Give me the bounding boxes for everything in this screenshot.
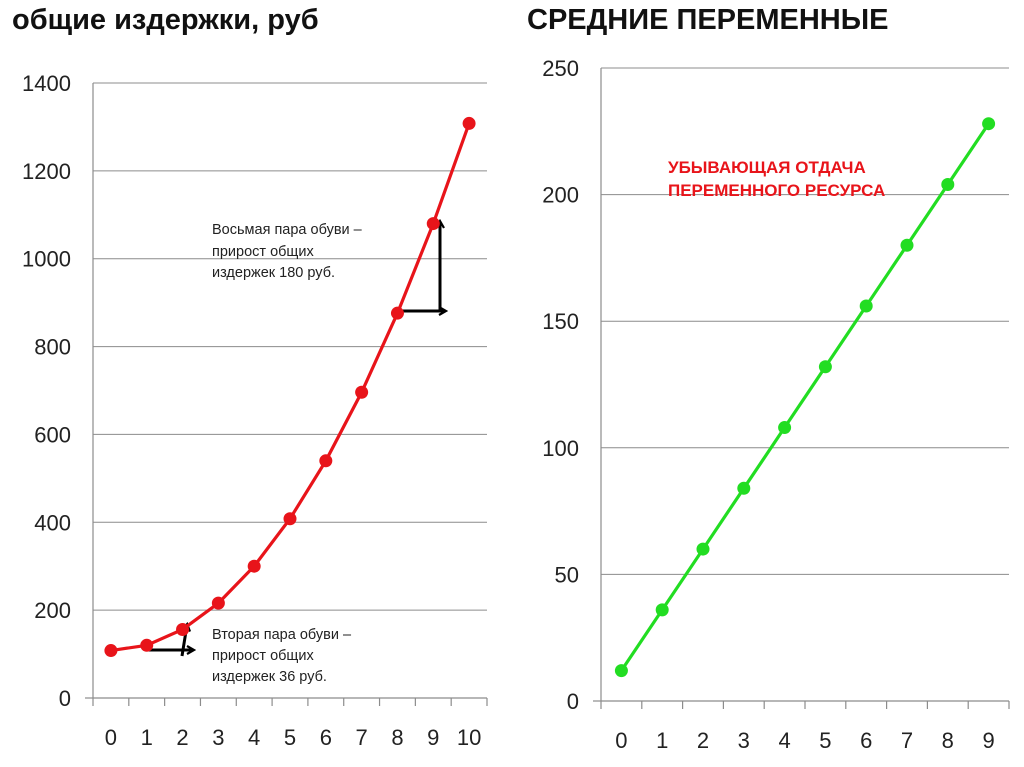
y-tick-label: 200 (542, 183, 579, 208)
x-tick-label: 6 (860, 728, 872, 753)
total-cost-arrows (147, 222, 445, 657)
x-tick-label: 5 (819, 728, 831, 753)
data-point (614, 664, 628, 678)
eighth-pair-annotation-line-1: Восьмая пара обуви – (212, 222, 363, 238)
data-point (462, 116, 476, 130)
x-tick-label: 1 (141, 725, 153, 750)
y-tick-label: 1200 (22, 159, 71, 184)
total-cost-axes (85, 83, 488, 706)
x-tick-label: 4 (778, 728, 790, 753)
data-point (283, 512, 297, 526)
data-point (104, 644, 118, 658)
total-cost-y-ticks: 0 200 400 600 800 1000 1200 1400 (22, 71, 71, 711)
eighth-pair-annotation-line-2: прирост общих (212, 244, 314, 260)
data-point (211, 596, 225, 610)
x-tick-label: 7 (901, 728, 913, 753)
x-tick-label: 0 (615, 728, 627, 753)
x-tick-label: 2 (697, 728, 709, 753)
y-tick-label: 150 (542, 309, 579, 334)
data-point (778, 421, 792, 435)
y-tick-label: 800 (34, 335, 71, 360)
data-point (319, 454, 333, 468)
eighth-pair-annotation-line-3: издержек 180 руб. (212, 265, 335, 281)
x-tick-label: 0 (105, 725, 117, 750)
total-cost-chart: общие издержки, руб 02004006008001000120… (12, 4, 488, 750)
y-tick-label: 250 (542, 56, 579, 81)
eighth-pair-annotation: Восьмая пара обуви – прирост общих издер… (212, 222, 366, 281)
average-variable-y-ticks: 0 50 100 150 200 250 (542, 56, 579, 714)
average-variable-series-points (614, 117, 996, 678)
diminishing-returns-line-1: УБЫВАЮЩАЯ ОТДАЧА (668, 158, 866, 177)
data-point (818, 360, 832, 374)
data-point (696, 542, 710, 556)
x-tick-label: 10 (457, 725, 481, 750)
x-tick-label: 5 (284, 725, 296, 750)
average-variable-x-ticks: 0 1 2 3 4 5 6 7 8 9 (615, 728, 994, 753)
y-tick-label: 50 (555, 562, 579, 587)
second-pair-annotation: Вторая пара обуви – прирост общих издерж… (212, 627, 355, 685)
data-point (655, 603, 669, 617)
y-tick-label: 1000 (22, 247, 71, 272)
x-tick-label: 2 (176, 725, 188, 750)
data-point (982, 117, 996, 131)
y-tick-label: 400 (34, 510, 71, 535)
total-cost-title: общие издержки, руб (12, 4, 319, 36)
data-point (426, 217, 440, 231)
x-tick-label: 6 (320, 725, 332, 750)
data-point (390, 306, 404, 320)
data-point (737, 481, 751, 495)
average-variable-series-line (620, 122, 990, 672)
data-point (941, 177, 955, 191)
x-tick-label: 9 (982, 728, 994, 753)
diminishing-returns-annotation: УБЫВАЮЩАЯ ОТДАЧА ПЕРЕМЕННОГО РЕСУРСА (668, 158, 885, 200)
x-tick-label: 7 (356, 725, 368, 750)
total-cost-x-ticks: 0 1 2 3 4 5 6 7 8 9 10 (105, 725, 482, 750)
average-variable-chart: СРЕДНИЕ ПЕРЕМЕННЫЕ 0 50 100 150 200 250 0 1 2 3 4… (527, 4, 1010, 753)
second-pair-annotation-line-3: издержек 36 руб. (212, 669, 327, 685)
x-tick-label: 3 (212, 725, 224, 750)
total-cost-series-points (104, 116, 476, 658)
data-point (859, 299, 873, 313)
data-point (355, 385, 369, 399)
diminishing-returns-line-2: ПЕРЕМЕННОГО РЕСУРСА (668, 181, 885, 200)
y-tick-label: 200 (34, 598, 71, 623)
x-tick-label: 3 (738, 728, 750, 753)
total-cost-series-line (110, 122, 471, 653)
x-tick-label: 1 (656, 728, 668, 753)
total-cost-gridlines (93, 82, 487, 611)
average-variable-gridlines (601, 67, 1009, 575)
y-tick-label: 0 (59, 686, 71, 711)
y-tick-label: 0 (567, 689, 579, 714)
data-point (140, 638, 154, 652)
second-pair-annotation-line-2: прирост общих (212, 648, 314, 664)
y-tick-label: 1400 (22, 71, 71, 96)
x-tick-label: 8 (391, 725, 403, 750)
average-variable-axes (593, 68, 1010, 709)
second-pair-annotation-line-1: Вторая пара обуви – (212, 627, 352, 643)
average-variable-title: СРЕДНИЕ ПЕРЕМЕННЫЕ (527, 4, 888, 36)
x-tick-label: 8 (942, 728, 954, 753)
data-point (900, 238, 914, 252)
x-tick-label: 4 (248, 725, 260, 750)
data-point (247, 559, 261, 573)
y-tick-label: 600 (34, 422, 71, 447)
y-tick-label: 100 (542, 436, 579, 461)
data-point (176, 622, 190, 636)
x-tick-label: 9 (427, 725, 439, 750)
